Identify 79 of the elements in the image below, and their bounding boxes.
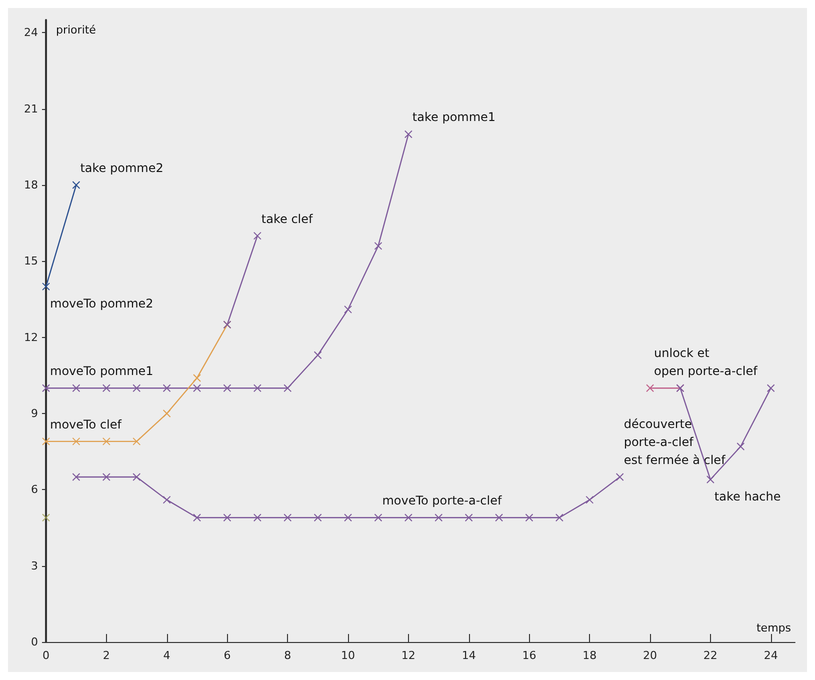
point	[42, 437, 50, 446]
y-tick-label: 18	[24, 178, 38, 192]
point	[102, 384, 110, 392]
annotation: take pomme2	[80, 161, 164, 176]
x-tick-label: 20	[643, 649, 658, 662]
point	[162, 410, 171, 418]
point	[555, 514, 564, 522]
point	[72, 437, 80, 446]
point	[344, 305, 352, 314]
x-tick-label: 8	[284, 649, 292, 662]
point	[314, 351, 322, 360]
annotation: unlock et open porte-a-clef	[654, 346, 758, 378]
annotation: take hache	[714, 490, 781, 504]
point	[706, 476, 714, 484]
point	[404, 130, 412, 138]
x-tick-label: 14	[462, 649, 476, 662]
point	[284, 384, 292, 392]
point	[374, 242, 382, 250]
point	[374, 514, 382, 522]
point	[253, 384, 262, 392]
point	[766, 384, 775, 392]
x-tick-label: 12	[401, 649, 416, 662]
y-tick-label: 6	[31, 483, 38, 496]
x-tick-label: 16	[522, 649, 536, 662]
annotation: moveTo pomme2	[50, 296, 154, 311]
x-tick-label: 2	[102, 649, 110, 662]
point	[223, 514, 232, 522]
y-tick-label: 3	[31, 559, 38, 572]
point	[404, 514, 412, 522]
y-axis-title: priorité	[56, 24, 96, 36]
point	[42, 514, 50, 522]
point	[223, 384, 232, 392]
point	[193, 384, 202, 392]
x-tick-label: 6	[224, 649, 231, 662]
point	[525, 514, 534, 522]
x-tick-label: 4	[163, 649, 170, 662]
point	[193, 514, 202, 522]
y-tick-label: 9	[31, 407, 38, 420]
point	[616, 472, 624, 481]
point	[284, 514, 292, 522]
point	[586, 496, 594, 504]
point	[42, 384, 50, 392]
annotation: take pomme1	[412, 110, 496, 124]
point	[344, 514, 352, 522]
y-tick-label: 12	[24, 330, 38, 344]
point	[162, 496, 171, 504]
x-axis-title: temps	[756, 622, 792, 634]
point	[72, 181, 80, 190]
point	[132, 472, 141, 481]
x-tick-label: 10	[341, 649, 356, 662]
point	[646, 384, 654, 392]
point	[102, 472, 110, 481]
x-tick-label: 24	[764, 649, 778, 662]
point	[102, 437, 110, 446]
point	[434, 514, 443, 522]
point	[72, 384, 80, 392]
x-tick-label: 18	[582, 649, 597, 662]
annotation: take clef	[261, 212, 314, 226]
point	[253, 514, 262, 522]
y-tick-label: 24	[24, 26, 38, 40]
y-tick-label: 15	[24, 254, 38, 268]
point	[42, 282, 50, 291]
annotation: moveTo pomme1	[50, 364, 154, 378]
x-tick-label: 0	[42, 649, 50, 662]
y-tick-label: 21	[24, 102, 38, 116]
point	[314, 514, 322, 522]
x-tick-label: 22	[703, 649, 718, 662]
point	[162, 384, 171, 392]
annotation: découverte porte-a-clef est fermée à clef	[624, 416, 726, 467]
point	[72, 472, 80, 481]
annotation: moveTo porte-a-clef	[382, 494, 502, 508]
point	[132, 384, 141, 392]
point	[193, 374, 202, 382]
point	[464, 514, 473, 522]
point	[495, 514, 504, 522]
point	[736, 442, 745, 451]
point	[132, 437, 141, 446]
y-tick-label: 0	[31, 636, 38, 648]
annotation: moveTo clef	[50, 417, 122, 432]
